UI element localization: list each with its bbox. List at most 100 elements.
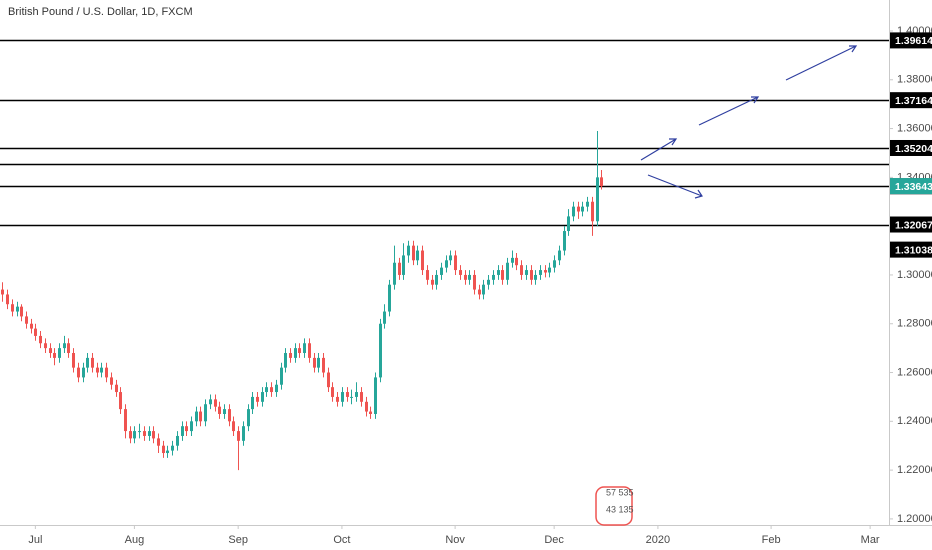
y-tick-label: 1.28000 <box>897 318 932 330</box>
candle-body <box>162 445 165 454</box>
y-tick-label: 1.24000 <box>897 415 932 427</box>
candle-body <box>360 392 363 402</box>
candle-body <box>152 431 155 439</box>
candle-body <box>77 367 80 378</box>
x-tick-label: 2020 <box>646 534 670 546</box>
candle-body <box>176 435 179 446</box>
candle-body <box>596 177 599 222</box>
chart-title: British Pound / U.S. Dollar, 1D, FXCM <box>8 6 193 18</box>
candle-body <box>336 396 339 402</box>
candle-body <box>515 257 518 266</box>
candle-body <box>421 250 424 271</box>
drawing-arrows <box>640 45 858 199</box>
candle-body <box>67 343 70 354</box>
arrow <box>698 96 760 126</box>
candle-body <box>247 409 250 427</box>
candle-body <box>209 399 212 405</box>
candle-body <box>185 426 188 432</box>
candle-body <box>265 387 268 393</box>
candle-body <box>190 421 193 432</box>
candle-body <box>586 201 589 207</box>
y-tick-label: 1.20000 <box>897 513 932 525</box>
candle-body <box>407 245 410 256</box>
badge-text: 57 535 <box>606 487 634 497</box>
candle-body <box>275 384 278 393</box>
candle-body <box>487 279 490 285</box>
price-label: 1.33643 <box>895 181 932 193</box>
candle-body <box>148 431 151 436</box>
candle-body <box>534 274 537 280</box>
candle-body <box>317 357 320 368</box>
x-tick-label: Nov <box>445 534 465 546</box>
candle-body <box>124 409 127 432</box>
candle-body <box>426 270 429 280</box>
candle-body <box>322 357 325 373</box>
candle-body <box>497 270 500 275</box>
candle-body <box>261 392 264 402</box>
candle-body <box>591 201 594 222</box>
y-tick-label: 1.26000 <box>897 366 932 378</box>
candle-body <box>530 270 533 280</box>
candle-body <box>468 274 471 280</box>
candle-body <box>11 304 14 312</box>
x-tick-label: Jul <box>28 534 42 546</box>
candle-body <box>572 206 575 217</box>
candle-body <box>558 250 561 261</box>
candle-body <box>100 367 103 373</box>
candle-body <box>242 426 245 441</box>
candle-body <box>86 357 89 368</box>
candle-body <box>473 274 476 290</box>
candle-body <box>449 255 452 261</box>
candle-body <box>327 372 330 388</box>
candle-body <box>199 411 202 422</box>
candle-body <box>181 426 184 436</box>
candle-body <box>1 289 4 295</box>
candle-body <box>355 392 358 397</box>
candle-body <box>298 348 301 354</box>
candle-body <box>478 289 481 295</box>
candle-body <box>270 387 273 393</box>
price-label-box <box>890 216 932 233</box>
price-label: 1.39614 <box>895 35 932 47</box>
candle-body <box>412 245 415 261</box>
candle-body <box>379 323 382 378</box>
y-tick-label: 1.30000 <box>897 269 932 281</box>
candle-body <box>82 367 85 378</box>
candle-body <box>44 343 47 349</box>
price-label-box <box>890 139 932 156</box>
candle-body <box>157 438 160 446</box>
x-tick-label: Aug <box>125 534 145 546</box>
candle-body <box>39 335 42 344</box>
candle-body <box>341 392 344 402</box>
candle-body <box>20 306 23 317</box>
price-label-box <box>890 241 932 258</box>
candle-body <box>464 274 467 280</box>
candle-body <box>294 348 297 358</box>
candle-body <box>440 267 443 275</box>
candle-body <box>303 343 306 354</box>
candle-body <box>331 387 334 397</box>
candle-body <box>25 316 28 324</box>
candle-body <box>435 274 438 285</box>
x-tick-label: Feb <box>762 534 781 546</box>
candle-body <box>459 270 462 275</box>
badge-text: 43 135 <box>606 504 634 514</box>
price-label: 1.31038 <box>895 244 932 256</box>
candle-body <box>289 353 292 358</box>
candle-body <box>171 445 174 451</box>
candle-body <box>110 377 113 385</box>
price-label-box <box>890 32 932 49</box>
price-label: 1.35204 <box>895 143 932 155</box>
candle-body <box>308 343 311 358</box>
candle-body <box>365 401 368 412</box>
x-tick-label: Mar <box>861 534 880 546</box>
candle-body <box>393 262 396 285</box>
candle-body <box>119 392 122 410</box>
candle-body <box>454 255 457 271</box>
candle-body <box>567 216 570 232</box>
candle-body <box>129 431 132 439</box>
candle-body <box>553 260 556 268</box>
candle-body <box>6 294 9 305</box>
